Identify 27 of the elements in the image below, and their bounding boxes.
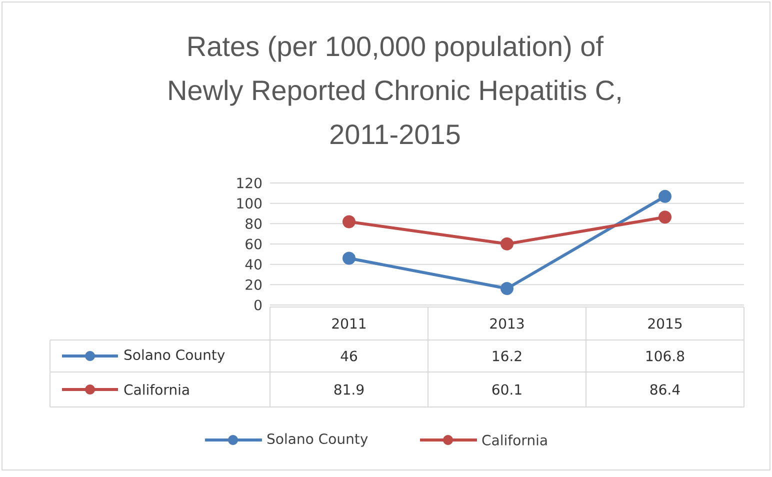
- y-tick-label: 60: [246, 238, 262, 250]
- data-label: 60.1: [492, 384, 522, 395]
- data-label: 46: [340, 350, 358, 362]
- point: [342, 252, 356, 265]
- chart-title: Rates (per 100,000 population) of Newly Reported Chronic Hepatitis C, 2011-2015: [169, 36, 620, 144]
- y-tick-label: 40: [245, 259, 262, 270]
- point: [658, 190, 672, 203]
- x-tick-label: 2015: [648, 318, 682, 329]
- y-tick-label: 0: [254, 300, 262, 310]
- y-tick-label: 20: [246, 279, 262, 290]
- data-label: 86.4: [650, 384, 680, 395]
- text: California: [124, 384, 189, 395]
- data-label: 106.8: [646, 350, 684, 362]
- point: [500, 237, 514, 250]
- y-tick-label: 100: [237, 198, 262, 209]
- x-tick-label: 2013: [490, 318, 524, 329]
- point: [500, 282, 514, 296]
- legend-label: Solano County: [124, 349, 225, 363]
- x-tick-label: 2011: [332, 318, 366, 329]
- text: Solano County: [267, 433, 368, 447]
- y-tick-label: 80: [246, 218, 262, 229]
- point: [658, 210, 672, 224]
- legend-label: California: [482, 434, 547, 446]
- data-label: 16.2: [492, 350, 522, 362]
- data-label: 81.9: [334, 384, 364, 395]
- point: [342, 215, 356, 228]
- y-tick-label: 120: [237, 178, 262, 188]
